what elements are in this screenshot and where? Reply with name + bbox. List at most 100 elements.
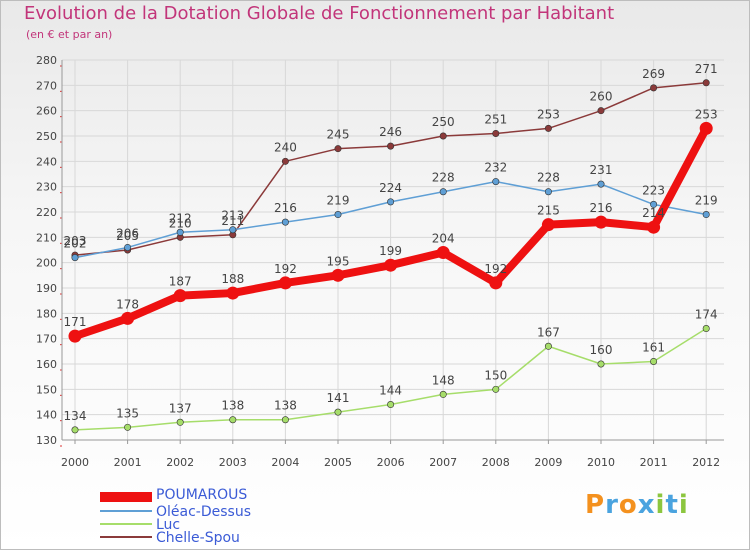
data-point-poumarous [121, 311, 135, 325]
x-tick-label: 2004 [271, 456, 299, 469]
x-tick-label: 2000 [61, 456, 89, 469]
data-point-ol-ac-dessus [650, 200, 658, 208]
y-tick-label: 170 [36, 333, 57, 346]
data-point-ol-ac-dessus [492, 178, 500, 186]
data-label: 232 [484, 161, 507, 175]
data-label-layer: 134 135 137 138 138 141 144 148 150 167 160 161 174 2… [64, 62, 718, 423]
legend-label-oleac-dessus: Oléac-Dessus [156, 504, 251, 520]
x-tick-label: 2007 [429, 456, 457, 469]
y-tick-label: 150 [36, 383, 57, 396]
data-point-ol-ac-dessus [229, 226, 237, 234]
data-label: 215 [537, 204, 560, 218]
legend-swatch-oleac-dessus [100, 510, 152, 512]
data-label: 192 [484, 262, 507, 276]
data-label: 224 [379, 181, 402, 195]
data-point-poumarous [541, 218, 555, 232]
data-label: 251 [484, 112, 507, 126]
data-label: 160 [590, 343, 613, 357]
y-tick-label: 230 [36, 181, 57, 194]
y-tick-label: 160 [36, 358, 57, 371]
data-point-luc [650, 357, 658, 365]
data-label: 240 [274, 140, 297, 154]
data-point-chelle-spou [387, 142, 395, 150]
data-point-luc [439, 390, 447, 398]
chart-subtitle: (en € et par an) [26, 28, 113, 41]
y-tick-label: 220 [36, 206, 57, 219]
data-point-ol-ac-dessus [124, 243, 132, 251]
data-point-luc [71, 426, 79, 434]
data-label: 250 [432, 115, 455, 129]
data-point-ol-ac-dessus [439, 188, 447, 196]
data-label: 216 [274, 201, 297, 215]
data-label: 137 [169, 401, 192, 415]
data-label: 135 [116, 406, 139, 420]
y-tick-label: 280 [36, 54, 57, 67]
data-point-poumarous [384, 258, 398, 272]
data-label: 192 [274, 262, 297, 276]
x-tick-label: 2012 [692, 456, 720, 469]
data-label: 205 [116, 229, 139, 243]
data-point-poumarous [699, 121, 713, 135]
data-label: 203 [64, 234, 87, 248]
data-point-poumarous [173, 289, 187, 303]
data-label: 269 [642, 67, 665, 81]
data-label: 206 [116, 226, 139, 240]
legend-label-luc: Luc [156, 517, 181, 533]
data-label: 245 [327, 128, 350, 142]
data-point-ol-ac-dessus [334, 211, 342, 219]
data-label: 141 [327, 391, 350, 405]
data-point-ol-ac-dessus [597, 180, 605, 188]
data-point-ol-ac-dessus [71, 254, 79, 262]
y-tick-label: 260 [36, 105, 57, 118]
data-point-chelle-spou [492, 129, 500, 137]
data-label: 228 [432, 171, 455, 185]
data-label: 138 [221, 399, 244, 413]
data-point-ol-ac-dessus [176, 228, 184, 236]
legend-label-poumarous: POUMAROUS [156, 487, 248, 503]
data-label: 134 [64, 409, 87, 423]
data-point-luc [176, 418, 184, 426]
series-layer [68, 79, 713, 434]
data-point-chelle-spou [702, 79, 710, 87]
data-point-luc [387, 401, 395, 409]
data-label: 174 [695, 308, 718, 322]
data-point-luc [492, 385, 500, 393]
data-point-chelle-spou [281, 157, 289, 165]
data-label: 211 [221, 214, 244, 228]
legend-swatch-poumarous [100, 492, 152, 502]
y-tick-label: 190 [36, 282, 57, 295]
y-tick-label: 270 [36, 79, 57, 92]
data-label: 202 [64, 237, 87, 251]
x-tick-label: 2010 [587, 456, 615, 469]
data-label: 167 [537, 325, 560, 339]
x-tick-label: 2006 [377, 456, 405, 469]
grid-layer [62, 59, 724, 441]
data-label: 213 [221, 209, 244, 223]
data-label: 188 [221, 272, 244, 286]
data-label: 210 [169, 216, 192, 230]
x-tick-label: 2005 [324, 456, 352, 469]
data-label: 228 [537, 171, 560, 185]
data-label: 138 [274, 399, 297, 413]
data-label: 178 [116, 297, 139, 311]
y-tick-label: 200 [36, 257, 57, 270]
x-tick-label: 2008 [482, 456, 510, 469]
data-point-poumarous [436, 246, 450, 260]
data-point-chelle-spou [597, 107, 605, 115]
x-tick-label: 2003 [219, 456, 247, 469]
legend-swatch-chelle-spou [100, 536, 152, 538]
x-tick-label: 2011 [640, 456, 668, 469]
data-label: 253 [695, 107, 718, 121]
data-label: 171 [64, 315, 87, 329]
data-point-luc [281, 416, 289, 424]
data-point-poumarous [647, 220, 661, 234]
chart-title: Evolution de la Dotation Globale de Fonc… [24, 3, 615, 24]
data-label: 271 [695, 62, 718, 76]
data-label: 161 [642, 340, 665, 354]
data-label: 253 [537, 107, 560, 121]
data-label: 144 [379, 384, 402, 398]
data-label: 148 [432, 373, 455, 387]
x-tick-label: 2009 [534, 456, 562, 469]
